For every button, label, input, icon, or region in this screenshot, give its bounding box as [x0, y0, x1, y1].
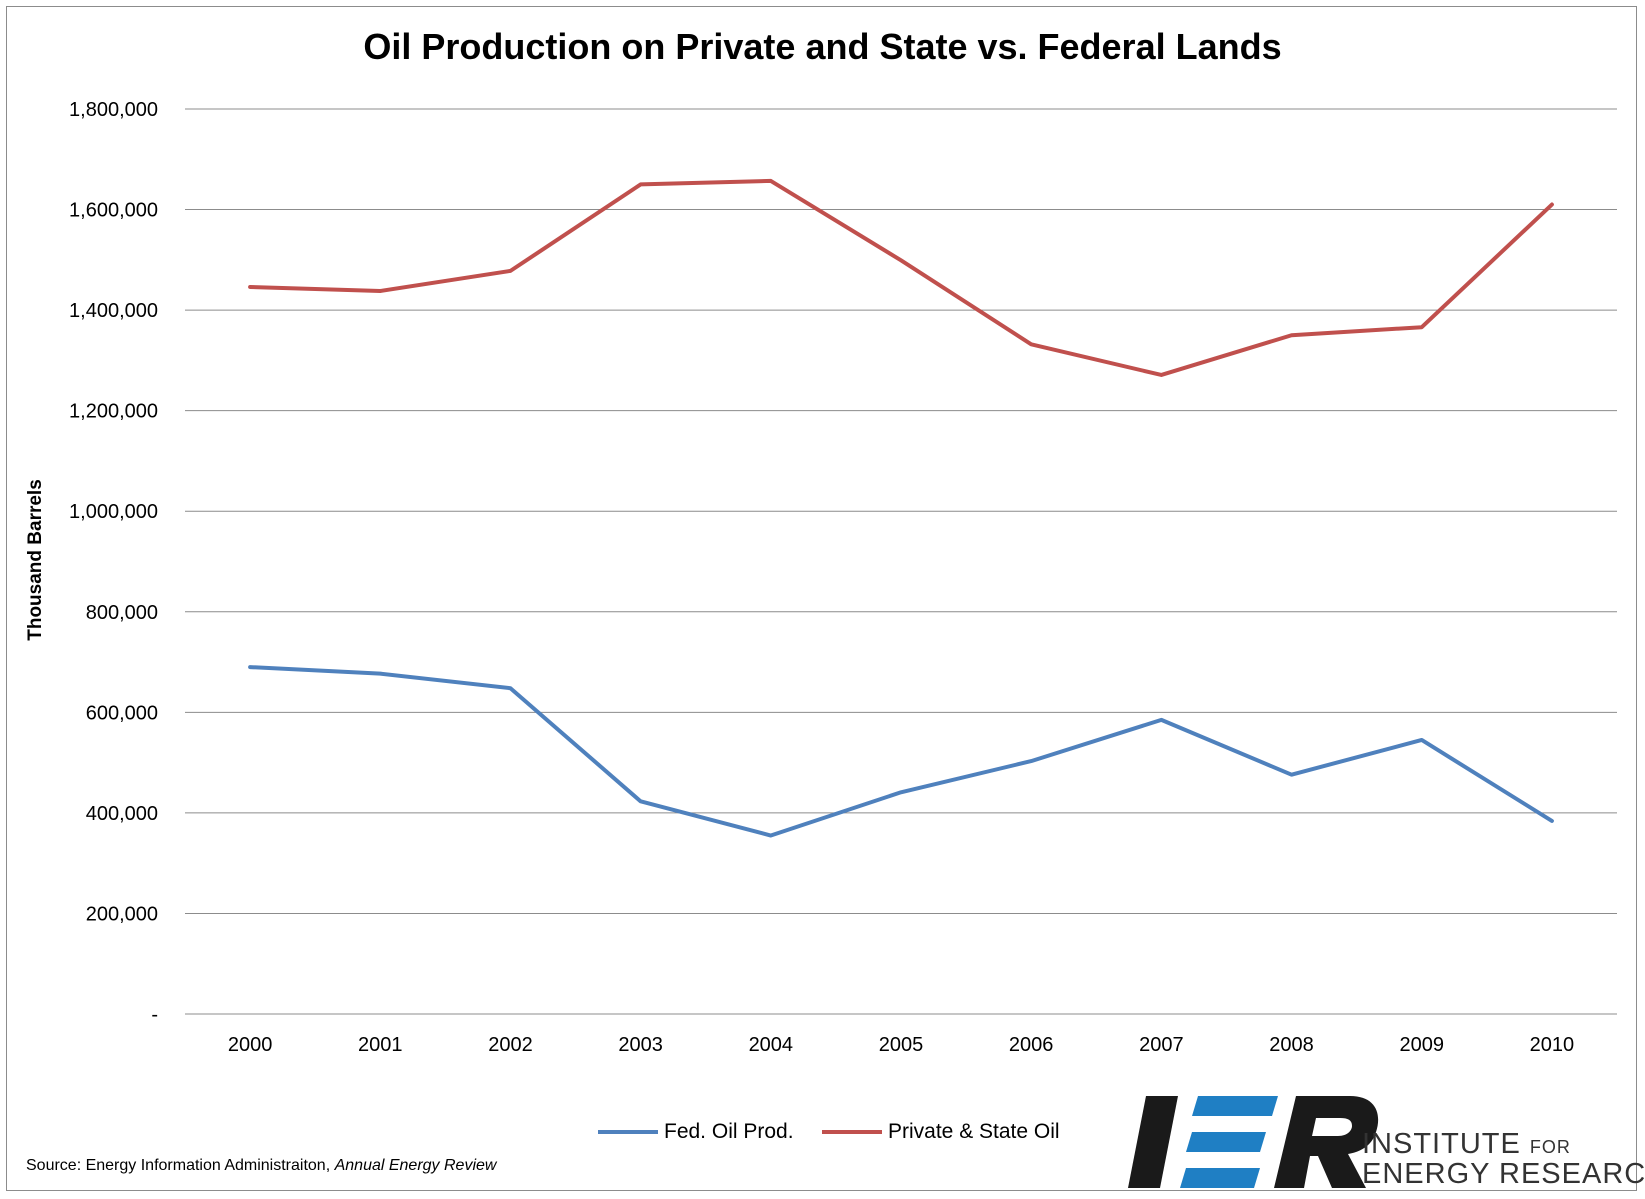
x-tick-label: 2009	[1399, 1034, 1444, 1056]
y-tick-label: -	[151, 1004, 158, 1026]
series-line-fed-oil	[248, 665, 1554, 838]
chart-title: Oil Production on Private and State vs. …	[363, 26, 1282, 67]
legend-swatch-fed-oil	[598, 1130, 658, 1134]
y-tick-label: 1,600,000	[69, 200, 158, 222]
logo-text-for: FOR	[1529, 1137, 1571, 1157]
x-tick-label: 2003	[618, 1034, 663, 1056]
x-tick-label: 2007	[1139, 1034, 1184, 1056]
y-tick-label: 1,400,000	[69, 300, 158, 322]
logo-text-institute: INSTITUTE	[1362, 1128, 1530, 1160]
x-tick-label: 2000	[228, 1034, 273, 1056]
y-tick-label: 1,200,000	[69, 401, 158, 423]
legend-item-private-state-oil: Private & State Oil	[822, 1120, 1060, 1144]
logo-text-line2: ENERGY RESEARCH	[1362, 1158, 1645, 1190]
x-tick-label: 2005	[879, 1034, 924, 1056]
x-tick-label: 2004	[749, 1034, 794, 1056]
y-tick-label: 400,000	[86, 803, 158, 825]
logo-text-line1: INSTITUTE FOR	[1362, 1128, 1571, 1161]
x-tick-label: 2001	[358, 1034, 403, 1056]
y-tick-label: 1,800,000	[69, 99, 158, 121]
x-tick-label: 2002	[488, 1034, 533, 1056]
y-tick-label: 800,000	[86, 602, 158, 624]
y-tick-label: 1,000,000	[69, 501, 158, 523]
legend-label-private-state-oil: Private & State Oil	[888, 1120, 1060, 1143]
legend-item-fed-oil: Fed. Oil Prod.	[598, 1120, 794, 1144]
legend-swatch-private-state-oil	[822, 1130, 882, 1134]
y-tick-label: 600,000	[86, 702, 158, 724]
x-tick-label: 2006	[1009, 1034, 1054, 1056]
source-prefix: Source: Energy Information Administraito…	[26, 1157, 335, 1174]
y-axis-label: Thousand Barrels	[25, 479, 46, 641]
x-tick-label: 2008	[1269, 1034, 1314, 1056]
source-note: Source: Energy Information Administraito…	[26, 1157, 496, 1175]
ier-logo	[1128, 1096, 1379, 1188]
source-work-title: Annual Energy Review	[334, 1157, 497, 1174]
x-tick-label: 2010	[1530, 1034, 1575, 1056]
legend-label-fed-oil: Fed. Oil Prod.	[664, 1120, 794, 1143]
chart-frame	[6, 6, 1637, 1191]
y-tick-label: 200,000	[86, 903, 158, 925]
